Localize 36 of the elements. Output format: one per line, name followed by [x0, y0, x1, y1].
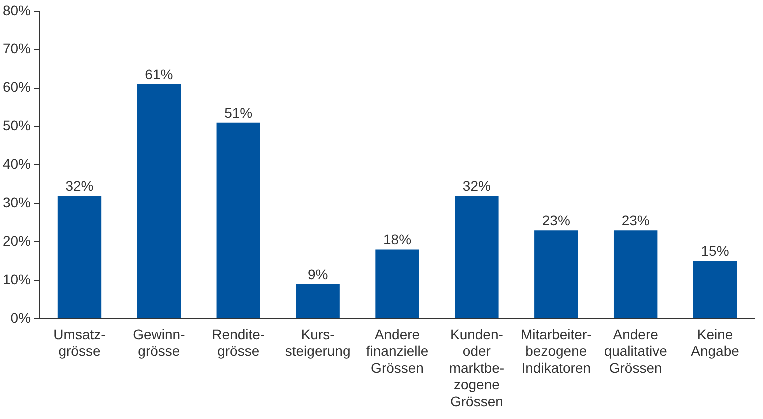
- y-tick-label: 60%: [2, 79, 32, 96]
- data-label: 32%: [66, 178, 94, 194]
- bar: [614, 230, 658, 318]
- data-label: 51%: [224, 104, 253, 121]
- bar: [137, 84, 182, 318]
- x-tick-label: Kurs- steigerung: [285, 326, 351, 360]
- data-label: 18%: [383, 232, 412, 248]
- x-tick-label: Rendite- grösse: [212, 326, 266, 360]
- bar: [455, 196, 499, 318]
- data-label: 23%: [622, 212, 650, 228]
- bar: [376, 250, 420, 318]
- y-tick-label: 70%: [2, 40, 32, 57]
- y-tick-label: 50%: [2, 118, 32, 134]
- y-tick-label: 30%: [2, 194, 32, 211]
- bar: [58, 196, 102, 318]
- data-label: 9%: [308, 266, 328, 282]
- x-tick-label: Andere finanzielle Grössen: [366, 326, 429, 376]
- x-tick-label: Gewinn- grösse: [133, 326, 186, 360]
- data-label: 32%: [462, 178, 491, 194]
- bar: [216, 122, 260, 318]
- y-tick-label: 0%: [10, 310, 32, 326]
- y-tick-label: 10%: [2, 271, 32, 288]
- y-tick-label: 20%: [2, 232, 32, 249]
- bar: [296, 284, 340, 318]
- data-label: 15%: [701, 243, 730, 260]
- y-tick-label: 80%: [2, 2, 32, 18]
- x-tick-label: Kunden- oder marktbe- zogene Grössen: [449, 326, 505, 410]
- y-tick-label: 40%: [2, 156, 32, 172]
- x-tick-label: Umsatz- grösse: [54, 326, 106, 360]
- bar: [693, 261, 738, 318]
- data-label: 61%: [145, 66, 174, 82]
- x-tick-label: Keine Angabe: [691, 326, 740, 360]
- data-label: 23%: [542, 212, 570, 228]
- x-tick-label: Mitarbeiter- bezogene Indikatoren: [520, 326, 592, 376]
- x-tick-label: Andere qualitative Grössen: [604, 326, 668, 376]
- bar: [534, 230, 578, 318]
